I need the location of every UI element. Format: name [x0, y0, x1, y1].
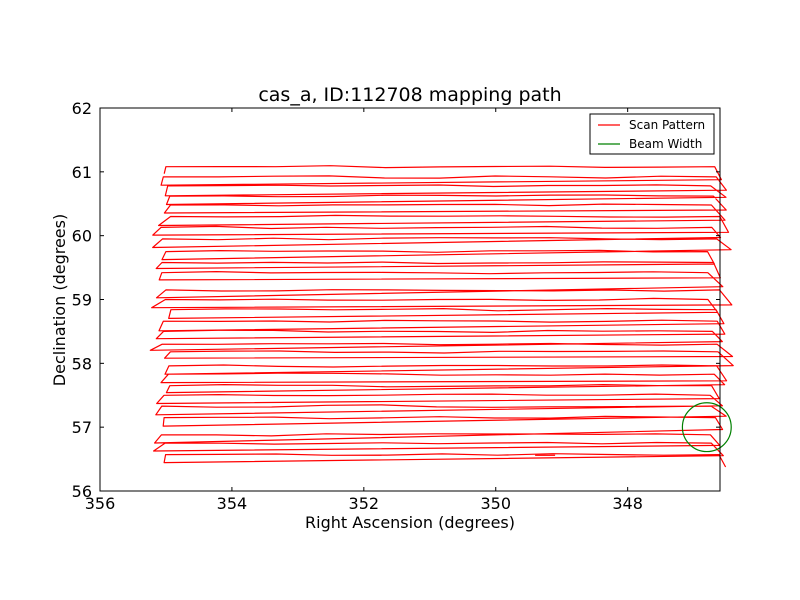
scan-pattern-series — [149, 165, 734, 468]
y-tick-label: 62 — [72, 99, 92, 118]
y-tick-label: 58 — [72, 354, 92, 373]
beam-width-series — [681, 402, 732, 453]
beam-width-circle — [681, 402, 732, 453]
x-tick-label: 354 — [217, 494, 248, 513]
x-tick-label: 348 — [612, 494, 643, 513]
y-axis-label: Declination (degrees) — [50, 214, 69, 386]
y-tick-label: 59 — [72, 291, 92, 310]
y-tick-label: 56 — [72, 482, 92, 501]
scan-pattern-line — [149, 165, 734, 468]
legend-box — [589, 113, 715, 155]
chart-title: cas_a, ID:112708 mapping path — [258, 84, 561, 106]
y-tick-label: 61 — [72, 163, 92, 182]
y-tick-label: 60 — [72, 227, 92, 246]
x-tick-label: 356 — [85, 494, 116, 513]
y-tick-label: 57 — [72, 418, 92, 437]
legend-label: Scan Pattern — [629, 118, 705, 132]
legend-label: Beam Width — [629, 137, 702, 151]
x-tick-label: 352 — [349, 494, 380, 513]
x-axis-label: Right Ascension (degrees) — [305, 513, 515, 532]
legend: Scan Pattern Beam Width — [589, 113, 715, 155]
axes: 356 354 352 350 348 56 57 58 59 60 61 62 — [72, 99, 721, 513]
x-tick-label: 350 — [480, 494, 511, 513]
